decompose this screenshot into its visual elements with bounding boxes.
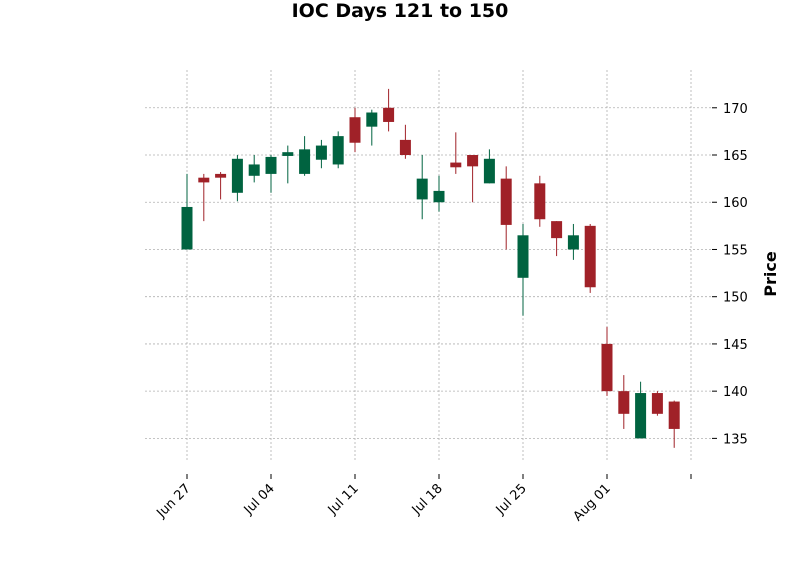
candle bbox=[215, 172, 227, 200]
candle-body bbox=[248, 164, 260, 176]
candle-body bbox=[399, 139, 411, 156]
candle bbox=[584, 223, 596, 293]
candle-body bbox=[551, 221, 563, 239]
candle-body bbox=[517, 235, 529, 278]
candle bbox=[500, 166, 512, 250]
candle bbox=[315, 139, 327, 169]
candle bbox=[551, 221, 563, 257]
candle bbox=[299, 136, 311, 176]
candle bbox=[517, 223, 529, 316]
candle bbox=[282, 145, 294, 184]
candle-body bbox=[635, 393, 647, 439]
candle bbox=[534, 175, 546, 227]
candle bbox=[567, 223, 579, 260]
x-tick-label: Aug 01 bbox=[571, 481, 614, 524]
candle-body bbox=[467, 155, 479, 167]
candle-body bbox=[433, 190, 445, 203]
candle-body bbox=[198, 177, 210, 183]
candle bbox=[450, 132, 462, 174]
grid-lines bbox=[145, 70, 712, 462]
candle-body bbox=[483, 158, 495, 184]
chart-title: IOC Days 121 to 150 bbox=[291, 0, 509, 22]
candle bbox=[483, 149, 495, 184]
candle bbox=[349, 107, 361, 153]
y-tick-label: 170 bbox=[723, 102, 748, 117]
candle bbox=[366, 109, 378, 146]
x-tick-label: Jul 18 bbox=[409, 481, 446, 518]
candle bbox=[181, 173, 193, 250]
candle bbox=[265, 155, 277, 193]
x-tick-label: Jul 25 bbox=[493, 481, 530, 518]
candle bbox=[668, 400, 680, 448]
candle bbox=[467, 155, 479, 203]
y-tick-label: 145 bbox=[723, 338, 748, 353]
candle-body bbox=[231, 158, 243, 193]
candle bbox=[635, 381, 647, 439]
y-tick-label: 140 bbox=[723, 385, 748, 400]
candle-body bbox=[299, 149, 311, 174]
y-tick-label: 160 bbox=[723, 196, 748, 211]
candle-body bbox=[366, 112, 378, 127]
x-tick-label: Jul 11 bbox=[325, 481, 362, 518]
candle-body bbox=[450, 162, 462, 168]
candle bbox=[651, 391, 663, 416]
candle-body bbox=[668, 401, 680, 429]
candle bbox=[416, 155, 428, 220]
candle-body bbox=[215, 173, 227, 178]
y-tick-label: 165 bbox=[723, 149, 748, 164]
x-tick-label: Jun 27 bbox=[154, 481, 194, 521]
candles bbox=[181, 88, 680, 448]
candle-body bbox=[315, 145, 327, 160]
candle-body bbox=[584, 225, 596, 288]
candle-body bbox=[618, 391, 630, 414]
candle bbox=[248, 155, 260, 183]
candle-body bbox=[416, 178, 428, 200]
x-tick-label: Jul 04 bbox=[241, 481, 278, 518]
y-tick-label: 135 bbox=[723, 432, 748, 447]
candle-body bbox=[534, 183, 546, 220]
candle-body bbox=[282, 152, 294, 156]
y-axis-label: Price bbox=[761, 251, 780, 297]
candle-body bbox=[349, 117, 361, 143]
candle bbox=[618, 375, 630, 429]
candle-body bbox=[567, 235, 579, 250]
candle bbox=[433, 175, 445, 212]
candle-body bbox=[383, 107, 395, 122]
candle bbox=[399, 124, 411, 159]
candle-body bbox=[265, 156, 277, 174]
candle bbox=[332, 131, 344, 169]
y-tick-label: 155 bbox=[723, 243, 748, 258]
candle bbox=[231, 155, 243, 202]
candle bbox=[383, 88, 395, 132]
candle bbox=[198, 173, 210, 222]
candle-body bbox=[332, 136, 344, 165]
candle-body bbox=[500, 178, 512, 225]
candle bbox=[601, 326, 613, 396]
candle-body bbox=[651, 393, 663, 414]
y-tick-label: 150 bbox=[723, 291, 748, 306]
candle-body bbox=[601, 343, 613, 392]
candle-body bbox=[181, 206, 193, 250]
